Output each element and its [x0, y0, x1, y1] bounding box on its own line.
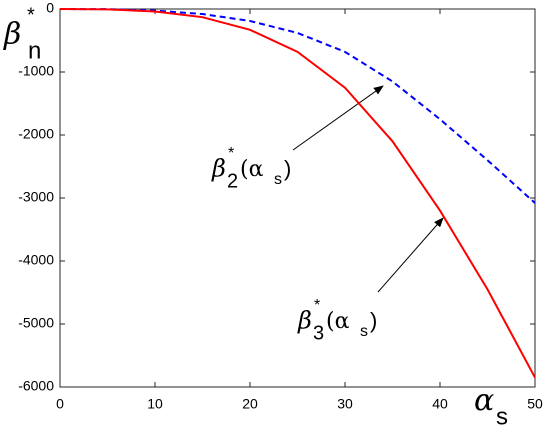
y-tick-label: -2000: [18, 126, 54, 142]
y-label: *: [27, 4, 35, 26]
annotation: s: [360, 323, 368, 340]
plot-frame: [59, 8, 536, 388]
annotation: *: [228, 145, 234, 162]
x-tick-label: 0: [56, 396, 64, 412]
y-label: n: [28, 37, 41, 64]
y-tick-label: -4000: [18, 252, 54, 268]
annotation: (α: [240, 157, 264, 182]
annotation: ): [284, 156, 291, 181]
x-tick-label: 30: [337, 396, 353, 412]
annotation-arrow: [377, 217, 444, 293]
x-tick-label: 40: [432, 396, 448, 412]
annotation: (α: [326, 309, 350, 334]
annotation: *: [314, 297, 320, 314]
x-tick-label: 20: [242, 396, 258, 412]
annotation: β: [211, 155, 226, 183]
annotation: β: [297, 307, 312, 335]
y-tick-label: -5000: [18, 315, 54, 331]
x-label: s: [496, 403, 508, 430]
x-tick-label: 50: [527, 396, 543, 412]
x-label: α: [474, 383, 494, 418]
y-tick-label: -6000: [18, 378, 54, 394]
y-tick-label: -1000: [18, 63, 54, 79]
annotation-arrow: [292, 85, 384, 151]
series-line: [59, 8, 536, 379]
x-tick-label: 10: [147, 396, 163, 412]
annotation: ): [370, 308, 377, 333]
y-tick-label: -3000: [18, 189, 54, 205]
annotation: 3: [313, 322, 324, 344]
y-label: β: [3, 17, 21, 52]
annotation: 2: [227, 170, 238, 192]
annotation: s: [274, 171, 282, 188]
y-tick-label: 0: [46, 0, 54, 16]
